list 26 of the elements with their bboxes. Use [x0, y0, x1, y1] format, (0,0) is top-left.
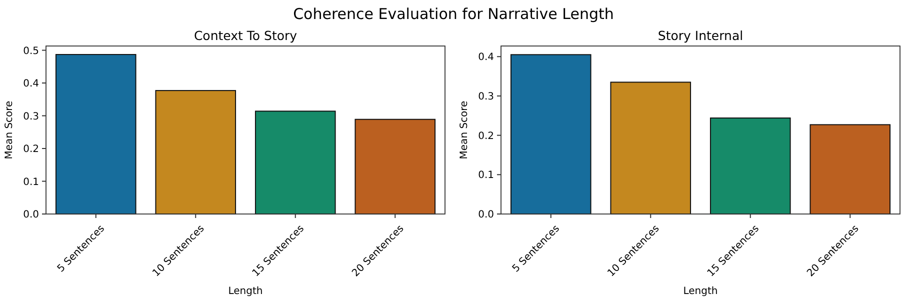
bar — [55, 54, 136, 214]
y-tick-label: 0.1 — [23, 176, 39, 188]
y-tick-label: 0.0 — [23, 210, 39, 220]
y-axis-title: Mean Score — [4, 100, 15, 160]
y-tick-label: 0.3 — [23, 111, 39, 122]
bar — [510, 54, 592, 214]
y-tick-label: 0.0 — [478, 210, 494, 220]
bar — [254, 110, 336, 214]
y-tick-label: 0.3 — [478, 91, 494, 102]
bar — [610, 82, 692, 214]
bar — [810, 124, 891, 214]
text: Coherence Evaluation for Narrative Length — [293, 5, 614, 23]
y-tick-label: 0.5 — [23, 46, 39, 57]
y-tick-label: 0.2 — [478, 130, 494, 142]
y-tick-label: 0.2 — [23, 144, 39, 156]
y-tick-label: 0.4 — [478, 52, 494, 64]
bar — [354, 118, 436, 214]
x-axis-title: Length — [228, 286, 263, 297]
chart-title: Context To Story — [194, 28, 298, 43]
bar — [710, 118, 791, 214]
y-tick-label: 0.4 — [23, 78, 39, 90]
y-axis-title: Mean Score — [459, 100, 470, 160]
chart-title: Story Internal — [658, 28, 744, 43]
bar — [155, 90, 236, 214]
y-tick-label: 0.1 — [478, 170, 494, 182]
x-axis-title: Length — [683, 286, 718, 297]
